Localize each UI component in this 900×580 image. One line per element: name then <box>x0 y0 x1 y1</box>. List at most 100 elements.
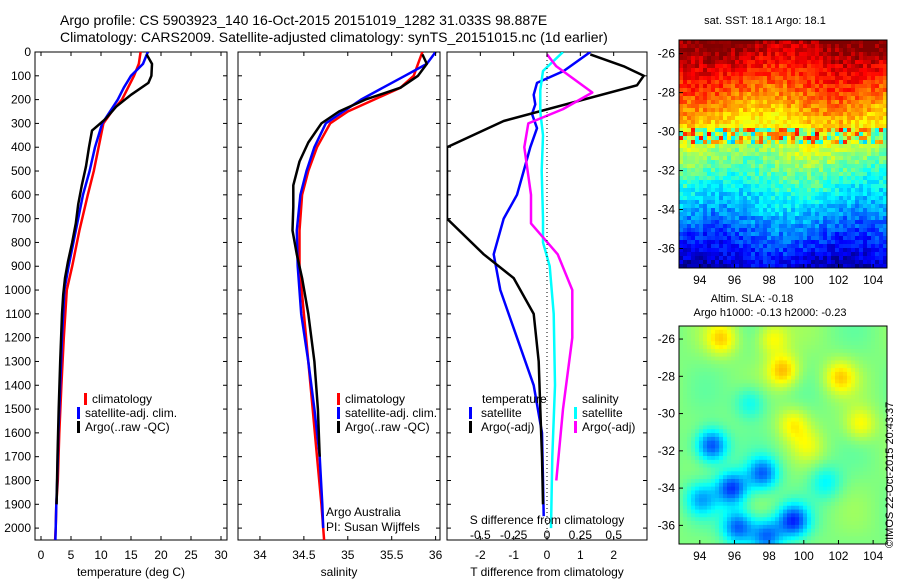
series-line-difference-3 <box>523 53 594 481</box>
series-line-difference-2 <box>539 52 564 529</box>
sst-map: 94 96 98 100 102 104 -26 -28 -30 -32 -34 -36 <box>658 39 888 287</box>
y-tick-label: 1200 <box>4 331 31 345</box>
y-tick-label: 400 <box>11 140 31 154</box>
y-tick-label: 1100 <box>5 307 31 321</box>
map-y-tick-label: -26 <box>658 332 676 346</box>
y-tick-label: 900 <box>11 259 31 273</box>
y-tick-label: 1300 <box>4 354 31 368</box>
map-x-tick-label: 94 <box>693 273 707 287</box>
legend-label-climatology: climatology <box>92 392 152 406</box>
y-tick-label: 1600 <box>4 426 31 440</box>
legend-label-temp-argo: Argo(-adj) <box>481 420 534 434</box>
x-tick-label: 35.5 <box>380 548 404 562</box>
t-difference-axis-label: T difference from climatology <box>470 565 624 579</box>
s-tick-label: -0.25 <box>500 528 528 542</box>
map-y-tick-label: -36 <box>658 518 676 532</box>
header-line1: Argo profile: CS 5903923_140 16-Oct-2015… <box>60 12 547 28</box>
s-difference-label: S difference from climatology <box>470 513 625 527</box>
x-tick-label: 36 <box>429 548 443 562</box>
legend-group-salinity: salinity <box>582 392 619 406</box>
x-tick-label: 0 <box>544 548 551 562</box>
sla-map: 94 96 98 100 102 104 -26 -28 -30 -32 -34 -36 <box>658 325 888 563</box>
legend-label-satellite: satellite-adj. clim. <box>85 406 177 420</box>
y-tick-label: 2000 <box>4 521 31 535</box>
y-tick-label: 700 <box>11 212 31 226</box>
map-x-tick-label: 96 <box>728 549 742 563</box>
legend-swatch-climatology <box>84 393 87 405</box>
x-tick-label: 2 <box>610 548 617 562</box>
s-tick-label: 0.25 <box>569 528 593 542</box>
salinity-axis-label: salinity <box>321 565 358 579</box>
map-x-tick-label: 104 <box>863 549 883 563</box>
x-tick-label: 5 <box>68 548 75 562</box>
map-x-tick-label: 98 <box>762 273 776 287</box>
x-tick-label: -2 <box>475 548 486 562</box>
y-tick-label: 0 <box>24 45 31 59</box>
legend-label-temp-satellite: satellite <box>481 406 522 420</box>
map-y-tick-label: -36 <box>658 242 676 256</box>
x-tick-label: 10 <box>94 548 108 562</box>
legend-swatch-temp-argo <box>469 421 472 433</box>
map-y-tick-label: -34 <box>658 203 676 217</box>
x-tick-label: 35 <box>341 548 355 562</box>
map-y-tick-label: -28 <box>658 86 676 100</box>
map-y-tick-label: -28 <box>658 369 676 383</box>
map-y-tick-label: -26 <box>658 47 676 61</box>
legend-label-sal-satellite: satellite <box>582 406 623 420</box>
sla-map-title: Altim. SLA: -0.18 <box>711 293 794 305</box>
map-x-tick-label: 102 <box>828 549 848 563</box>
legend-swatch-argo <box>337 421 340 433</box>
header-line2: Climatology: CARS2009. Satellite-adjuste… <box>60 29 608 45</box>
y-tick-label: 200 <box>11 93 31 107</box>
legend-label-argo: Argo(..raw -QC) <box>85 420 170 434</box>
temperature-axis-label: temperature (deg C) <box>77 565 185 579</box>
salinity-panel <box>237 51 441 541</box>
sla-map-subtitle: Argo h1000: -0.13 h2000: -0.23 <box>694 307 847 319</box>
x-tick-label: 25 <box>184 548 198 562</box>
map-y-tick-label: -30 <box>658 407 676 421</box>
y-tick-label: 500 <box>11 164 31 178</box>
series-line-salinity-1 <box>295 52 437 529</box>
y-tick-label: 800 <box>11 235 31 249</box>
temperature-legend: climatology satellite-adj. clim. Argo(..… <box>77 392 177 434</box>
legend-swatch-argo <box>77 421 80 433</box>
pi-label: PI: Susan Wijffels <box>326 520 420 534</box>
map-x-tick-label: 102 <box>828 273 848 287</box>
argo-australia-label: Argo Australia <box>326 505 401 519</box>
x-tick-label: -1 <box>508 548 519 562</box>
legend-swatch-sal-satellite <box>574 407 577 419</box>
legend-swatch-satellite <box>337 407 340 419</box>
map-y-tick-label: -30 <box>658 125 676 139</box>
map-x-tick-label: 100 <box>794 273 814 287</box>
sst-map-title: sat. SST: 18.1 Argo: 18.1 <box>704 15 826 27</box>
y-tick-label: 1000 <box>4 283 31 297</box>
series-line-difference-1 <box>447 53 645 505</box>
y-tick-label: 1500 <box>4 402 31 416</box>
y-tick-label: 1900 <box>4 497 31 511</box>
s-tick-label: -0.5 <box>470 528 491 542</box>
legend-label-satellite: satellite-adj. clim. <box>345 406 437 420</box>
legend-swatch-sal-argo <box>574 421 577 433</box>
y-tick-label: 1800 <box>4 473 31 487</box>
map-y-tick-label: -34 <box>658 481 676 495</box>
legend-group-temperature: temperature <box>482 392 547 406</box>
y-tick-label: 300 <box>11 116 31 130</box>
x-tick-label: 34.5 <box>292 548 316 562</box>
x-tick-label: 20 <box>154 548 168 562</box>
map-x-tick-label: 98 <box>762 549 776 563</box>
x-tick-label: 15 <box>124 548 138 562</box>
legend-label-argo: Argo(..raw -QC) <box>345 420 430 434</box>
series-line-temperature-2 <box>55 53 154 505</box>
imos-credit: ©IMOS 22-Oct-2015 20:43:37 <box>884 402 896 548</box>
salinity-legend: climatology satellite-adj. clim. Argo(..… <box>337 392 437 434</box>
legend-swatch-climatology <box>337 393 340 405</box>
series-line-difference-0 <box>492 52 592 517</box>
legend-swatch-temp-satellite <box>469 407 472 419</box>
difference-legend: temperature salinity satellite Argo(-adj… <box>469 392 635 434</box>
y-tick-label: 100 <box>11 69 31 83</box>
y-tick-label: 1700 <box>4 450 31 464</box>
map-x-tick-label: 94 <box>693 549 707 563</box>
s-tick-label: 0.5 <box>605 528 622 542</box>
legend-swatch-satellite <box>77 407 80 419</box>
